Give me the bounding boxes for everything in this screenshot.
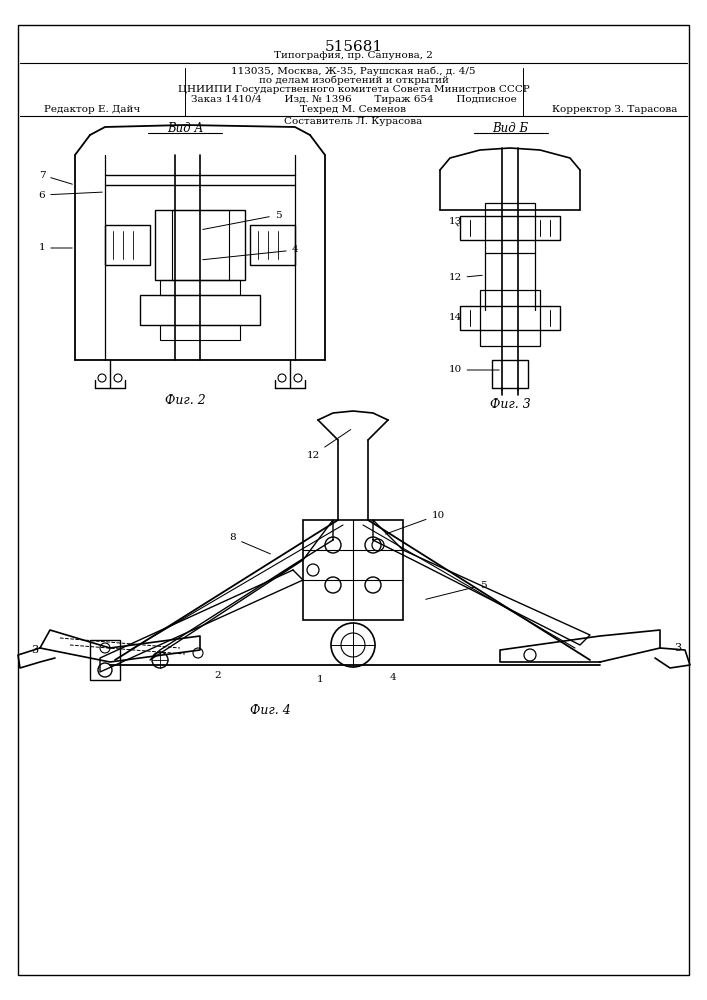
Text: 5: 5 xyxy=(426,580,486,599)
Bar xyxy=(105,225,150,265)
Bar xyxy=(492,360,528,388)
Text: 12: 12 xyxy=(448,273,482,282)
Text: по делам изобретений и открытий: по делам изобретений и открытий xyxy=(259,75,448,85)
Bar xyxy=(160,325,240,340)
Text: Заказ 1410/4       Изд. № 1396       Тираж 654       Подписное: Заказ 1410/4 Изд. № 1396 Тираж 654 Подпи… xyxy=(191,95,516,104)
Text: 1: 1 xyxy=(317,676,323,684)
Text: 3: 3 xyxy=(31,645,39,655)
Bar xyxy=(160,280,240,295)
Text: Фиг. 3: Фиг. 3 xyxy=(490,398,530,412)
Text: 12: 12 xyxy=(306,430,351,460)
Text: 10: 10 xyxy=(385,510,445,534)
Bar xyxy=(485,203,535,253)
Text: 13: 13 xyxy=(448,218,462,227)
Text: 6: 6 xyxy=(39,190,103,200)
Text: Вид А: Вид А xyxy=(167,121,203,134)
Bar xyxy=(172,210,229,280)
Bar xyxy=(250,225,295,265)
Text: 14: 14 xyxy=(448,314,462,322)
Text: 5: 5 xyxy=(203,211,281,229)
Bar xyxy=(140,295,260,325)
Bar xyxy=(90,640,120,680)
Text: Составитель Л. Курасова: Составитель Л. Курасова xyxy=(284,117,423,126)
Text: 3: 3 xyxy=(674,643,682,653)
Bar xyxy=(480,290,540,346)
Text: Техред М. Семенов: Техред М. Семенов xyxy=(300,105,407,114)
Bar xyxy=(460,216,560,240)
Text: Типография, пр. Сапунова, 2: Типография, пр. Сапунова, 2 xyxy=(274,51,433,60)
Text: Редактор Е. Дайч: Редактор Е. Дайч xyxy=(44,105,140,114)
Text: 4: 4 xyxy=(390,672,397,682)
Text: 2: 2 xyxy=(215,670,221,680)
Text: 1: 1 xyxy=(39,243,72,252)
Text: 7: 7 xyxy=(39,170,72,184)
Text: 515681: 515681 xyxy=(325,40,383,54)
Text: Фиг. 2: Фиг. 2 xyxy=(165,393,205,406)
Text: ЦНИИПИ Государственного комитета Совета Министров СССР: ЦНИИПИ Государственного комитета Совета … xyxy=(177,85,530,94)
Bar xyxy=(303,520,403,620)
Text: 10: 10 xyxy=(448,365,499,374)
Bar xyxy=(155,210,245,280)
Text: 113035, Москва, Ж-35, Раушская наб., д. 4/5: 113035, Москва, Ж-35, Раушская наб., д. … xyxy=(231,66,476,76)
Text: 4: 4 xyxy=(203,245,298,260)
Text: Корректор З. Тарасова: Корректор З. Тарасова xyxy=(552,105,678,114)
Text: Фиг. 4: Фиг. 4 xyxy=(250,704,291,716)
Bar xyxy=(460,306,560,330)
Text: Вид Б: Вид Б xyxy=(492,121,528,134)
Text: 8: 8 xyxy=(230,534,271,554)
